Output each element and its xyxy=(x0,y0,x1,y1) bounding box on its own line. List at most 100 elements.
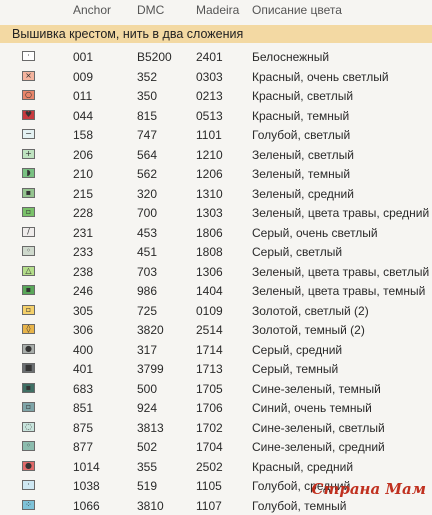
color-swatch-icon: ● xyxy=(22,344,35,354)
color-swatch-icon: ▫ xyxy=(22,305,35,315)
section-band: Вышивка крестом, нить в два сложения xyxy=(0,25,432,43)
madeira-code: 0513 xyxy=(196,109,223,123)
color-description: Зеленый, темный xyxy=(252,167,350,181)
dmc-code: 451 xyxy=(137,245,157,259)
anchor-code: 238 xyxy=(73,265,93,279)
color-swatch-icon: ▪ xyxy=(22,188,35,198)
color-swatch-icon: × xyxy=(22,71,35,81)
madeira-code: 1101 xyxy=(196,128,222,142)
color-description: Красный, средний xyxy=(252,460,353,474)
color-swatch-icon: · xyxy=(22,480,35,490)
dmc-code: 317 xyxy=(137,343,157,357)
color-swatch-icon: ◊ xyxy=(22,324,35,334)
anchor-code: 001 xyxy=(73,50,93,64)
dmc-code: 725 xyxy=(137,304,157,318)
table-header: Anchor DMC Madeira Описание цвета xyxy=(0,0,432,22)
color-description: Сине-зеленый, средний xyxy=(252,440,385,454)
color-swatch-icon: ○ xyxy=(22,90,35,100)
madeira-code: 1705 xyxy=(196,382,223,396)
color-swatch-icon: ● xyxy=(22,461,35,471)
dmc-code: 352 xyxy=(137,70,157,84)
dmc-code: 350 xyxy=(137,89,157,103)
color-description: Зеленый, цвета травы, темный xyxy=(252,284,425,298)
anchor-code: 231 xyxy=(73,226,93,240)
color-swatch-icon: ▪ xyxy=(22,383,35,393)
dmc-code: 500 xyxy=(137,382,157,396)
dmc-code: 815 xyxy=(137,109,157,123)
color-swatch-icon: ◗ xyxy=(22,168,35,178)
header-anchor: Anchor xyxy=(73,3,111,17)
dmc-code: 986 xyxy=(137,284,157,298)
madeira-code: 1714 xyxy=(196,343,223,357)
color-description: Золотой, светлый (2) xyxy=(252,304,369,318)
color-description: Золотой, темный (2) xyxy=(252,323,365,337)
dmc-code: 355 xyxy=(137,460,157,474)
watermark-logo: Страна Мам xyxy=(312,480,426,498)
header-dmc: DMC xyxy=(137,3,164,17)
dmc-code: 3799 xyxy=(137,362,164,376)
madeira-code: 1107 xyxy=(196,499,222,513)
header-madeira: Madeira xyxy=(196,3,239,17)
color-description: Зеленый, цвета травы, светлый xyxy=(252,265,429,279)
dmc-code: 453 xyxy=(137,226,157,240)
anchor-code: 400 xyxy=(73,343,93,357)
madeira-code: 1404 xyxy=(196,284,223,298)
madeira-code: 2502 xyxy=(196,460,223,474)
color-description: Красный, очень светлый xyxy=(252,70,389,84)
dmc-code: 562 xyxy=(137,167,157,181)
color-description: Синий, очень темный xyxy=(252,401,372,415)
color-swatch-icon: + xyxy=(22,149,35,159)
anchor-code: 215 xyxy=(73,187,93,201)
anchor-code: 877 xyxy=(73,440,93,454)
madeira-code: 1306 xyxy=(196,265,223,279)
madeira-code: 1310 xyxy=(196,187,223,201)
color-swatch-icon: ◦ xyxy=(22,246,35,256)
dmc-code: 519 xyxy=(137,479,157,493)
anchor-code: 206 xyxy=(73,148,93,162)
anchor-code: 401 xyxy=(73,362,93,376)
madeira-code: 1713 xyxy=(196,362,223,376)
dmc-code: 3810 xyxy=(137,499,164,513)
anchor-code: 875 xyxy=(73,421,93,435)
color-swatch-icon: ▫ xyxy=(22,402,35,412)
anchor-code: 683 xyxy=(73,382,93,396)
anchor-code: 305 xyxy=(73,304,93,318)
color-swatch-icon: · xyxy=(22,51,35,61)
color-description: Голубой, светлый xyxy=(252,128,350,142)
color-description: Серый, светлый xyxy=(252,245,342,259)
anchor-code: 1038 xyxy=(73,479,100,493)
color-swatch-icon: ▫ xyxy=(22,207,35,217)
color-swatch-icon: ▪ xyxy=(22,285,35,295)
color-description: Зеленый, цвета травы, средний xyxy=(252,206,429,220)
section-title: Вышивка крестом, нить в два сложения xyxy=(12,27,243,41)
madeira-code: 1105 xyxy=(196,479,222,493)
dmc-code: 320 xyxy=(137,187,157,201)
anchor-code: 851 xyxy=(73,401,93,415)
color-description: Зеленый, светлый xyxy=(252,148,354,162)
madeira-code: 1808 xyxy=(196,245,223,259)
madeira-code: 1702 xyxy=(196,421,223,435)
anchor-code: 228 xyxy=(73,206,93,220)
color-description: Сине-зеленый, светлый xyxy=(252,421,385,435)
color-swatch-icon: ■ xyxy=(22,363,35,373)
color-swatch-icon: ♥ xyxy=(22,110,35,120)
dmc-code: 924 xyxy=(137,401,157,415)
anchor-code: 011 xyxy=(73,89,92,103)
color-description: Серый, очень светлый xyxy=(252,226,378,240)
